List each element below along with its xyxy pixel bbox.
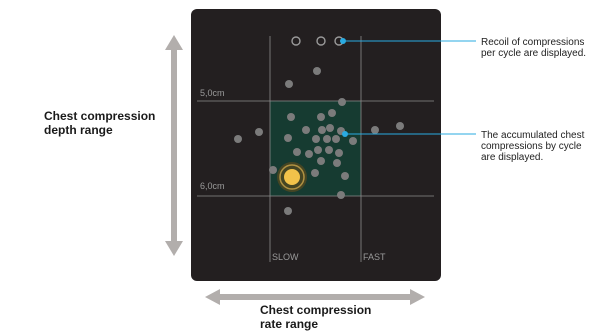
zone-grid bbox=[197, 36, 434, 262]
rate-range-label: Chest compression rate range bbox=[260, 303, 372, 331]
depth-range-label: Chest compression depth range bbox=[44, 109, 156, 137]
rate-range-arrow bbox=[205, 289, 425, 305]
recoil-annotation: Recoil of compressions per cycle are dis… bbox=[481, 37, 587, 59]
rate-fast-label: FAST bbox=[363, 252, 386, 262]
current-compression-dot bbox=[277, 162, 307, 192]
recoil-callout bbox=[340, 38, 476, 44]
accumulated-callout bbox=[342, 131, 476, 137]
recoil-circle bbox=[316, 36, 326, 46]
accumulated-annotation: The accumulated chest compressions by cy… bbox=[481, 130, 585, 163]
recoil-indicators bbox=[291, 36, 344, 46]
depth-range-arrow bbox=[165, 35, 183, 256]
rate-slow-label: SLOW bbox=[272, 252, 299, 262]
compression-dots bbox=[234, 67, 404, 215]
recoil-circle bbox=[291, 36, 301, 46]
depth-6cm-label: 6,0cm bbox=[200, 181, 225, 191]
depth-5cm-label: 5,0cm bbox=[200, 88, 225, 98]
